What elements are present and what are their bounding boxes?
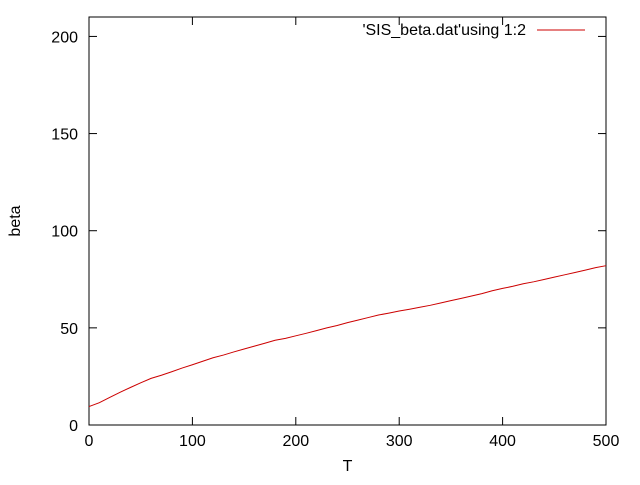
- x-axis-label: T: [343, 458, 353, 475]
- axis-ticks: [88, 17, 607, 426]
- y-tick-label: 50: [60, 321, 78, 338]
- y-tick-label: 0: [69, 418, 78, 435]
- x-tick-label: 100: [179, 433, 206, 450]
- series-lines: [88, 265, 607, 408]
- x-tick-label: 400: [489, 433, 516, 450]
- legend: 'SIS_beta.dat'using 1:2: [362, 22, 585, 39]
- x-tick-label: 200: [282, 433, 309, 450]
- series-line-0: [88, 265, 607, 408]
- y-axis-label: beta: [7, 205, 24, 236]
- y-tick-label: 200: [51, 29, 78, 46]
- plot-frame: [88, 16, 607, 426]
- y-tick-label: 150: [51, 127, 78, 144]
- x-tick-label: 0: [85, 433, 94, 450]
- axis-tick-labels: 0 100 200 300 400 500 0 50 100 150 200: [51, 29, 619, 450]
- x-tick-label: 500: [593, 433, 620, 450]
- x-tick-label: 300: [386, 433, 413, 450]
- legend-label-series-0: 'SIS_beta.dat'using 1:2: [362, 22, 526, 39]
- y-tick-label: 100: [51, 224, 78, 241]
